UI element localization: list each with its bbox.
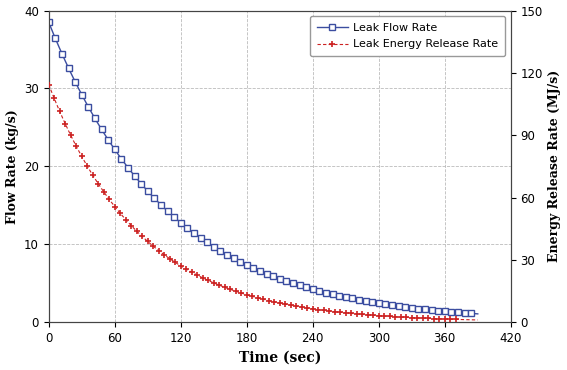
Leak Energy Release Rate [381, 314, 388, 318]
Leak Energy Release Rate [365, 313, 371, 317]
Legend: Leak Flow Rate, Leak Energy Release Rate: Leak Flow Rate, Leak Energy Release Rate [310, 16, 505, 56]
Leak Energy Release Rate [78, 154, 85, 159]
Y-axis label: Flow Rate (kg/s): Flow Rate (kg/s) [6, 109, 19, 224]
Leak Flow Rate [263, 272, 270, 276]
Leak Flow Rate [45, 20, 52, 24]
Leak Flow Rate [145, 189, 151, 194]
Y-axis label: Energy Release Rate (MJ/s): Energy Release Rate (MJ/s) [548, 70, 561, 262]
Leak Flow Rate [223, 252, 230, 257]
Leak Flow Rate [171, 215, 177, 219]
Leak Flow Rate [455, 310, 462, 314]
Leak Energy Release Rate [408, 315, 415, 320]
Leak Energy Release Rate [45, 83, 52, 87]
Leak Flow Rate [468, 311, 475, 316]
Leak Flow Rate [408, 306, 415, 310]
Leak Energy Release Rate [452, 317, 459, 322]
Leak Energy Release Rate [370, 313, 376, 317]
X-axis label: Time (sec): Time (sec) [239, 350, 321, 364]
Line: Leak Energy Release Rate: Leak Energy Release Rate [45, 81, 459, 323]
Line: Leak Flow Rate: Leak Flow Rate [45, 19, 475, 316]
Leak Energy Release Rate [353, 312, 360, 316]
